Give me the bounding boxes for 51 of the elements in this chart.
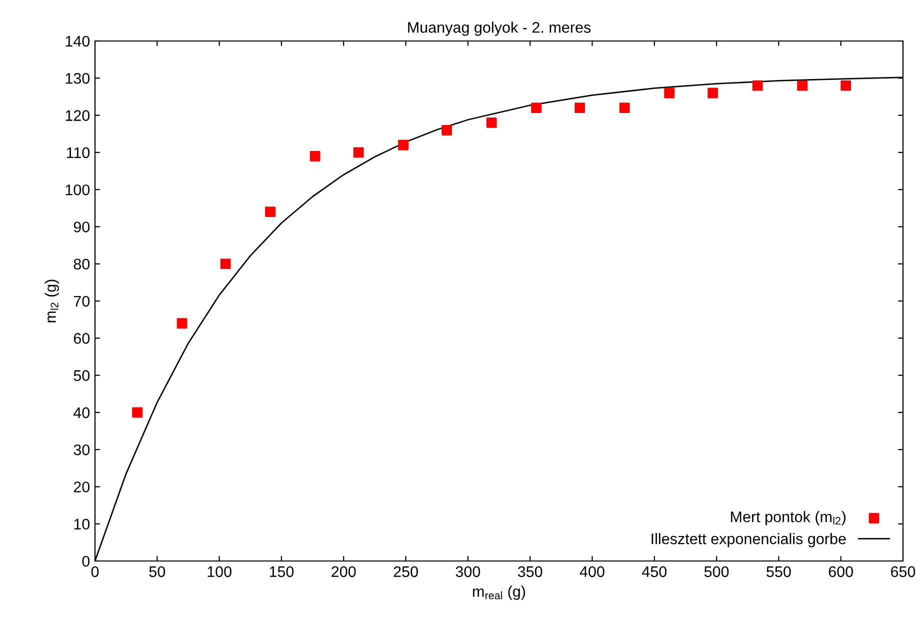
x-tick-label: 250 xyxy=(394,566,418,578)
point xyxy=(619,102,630,114)
y-tick-label: 120 xyxy=(66,110,90,121)
point xyxy=(531,102,542,114)
x-tick-label: 0 xyxy=(91,566,99,578)
x-tick-label: 600 xyxy=(828,566,853,578)
y-tick-label: 0 xyxy=(82,556,90,567)
x-axis-title: m$_{real}$ (g) xyxy=(472,586,526,600)
y-tick-label: 140 xyxy=(66,36,90,47)
x-tick-label: 400 xyxy=(580,566,604,578)
y-tick-label: 70 xyxy=(74,296,90,307)
x-tick-label: 650 xyxy=(891,566,916,578)
point xyxy=(840,80,852,91)
point xyxy=(664,88,674,98)
point xyxy=(310,150,320,162)
x-tick-label: 550 xyxy=(766,566,791,578)
y-tick-label: 10 xyxy=(74,518,90,530)
point xyxy=(353,147,364,158)
y-axis-title: m$_{l2}$ (g) xyxy=(44,280,59,322)
point xyxy=(797,80,808,91)
y-tick-label: 50 xyxy=(74,370,90,381)
x-tick-label: 500 xyxy=(704,566,729,578)
point xyxy=(442,124,452,136)
point xyxy=(265,206,276,218)
x-tick-label: 50 xyxy=(149,566,166,578)
point xyxy=(752,80,763,91)
x-tick-label: 350 xyxy=(518,566,542,578)
y-tick-label: 130 xyxy=(66,73,90,84)
legend-label: Mert pontok (m$_{l2}$) xyxy=(731,511,846,526)
y-tick-label: 20 xyxy=(74,482,90,492)
chart-title: Muanyag golyok - 2. meres xyxy=(408,22,591,36)
point xyxy=(176,318,188,328)
x-tick-label: 100 xyxy=(208,566,232,578)
x-tick-label: 150 xyxy=(270,566,294,578)
point xyxy=(574,102,585,114)
x-tick-label: 450 xyxy=(642,566,667,578)
y-tick-label: 60 xyxy=(74,333,90,344)
point xyxy=(708,88,718,98)
y-tick-label: 90 xyxy=(74,222,90,232)
y-tick-label: 100 xyxy=(66,184,90,196)
point xyxy=(132,407,142,418)
point xyxy=(486,118,497,128)
y-tick-label: 80 xyxy=(74,258,90,270)
y-tick-label: 30 xyxy=(74,444,90,456)
point xyxy=(398,140,408,150)
point xyxy=(220,258,231,270)
legend-label: Illesztett exponencialis gorbe xyxy=(652,533,846,548)
y-tick-label: 40 xyxy=(74,407,90,418)
x-tick-label: 200 xyxy=(332,566,356,578)
x-tick-label: 300 xyxy=(456,566,480,578)
y-tick-label: 110 xyxy=(66,147,90,158)
